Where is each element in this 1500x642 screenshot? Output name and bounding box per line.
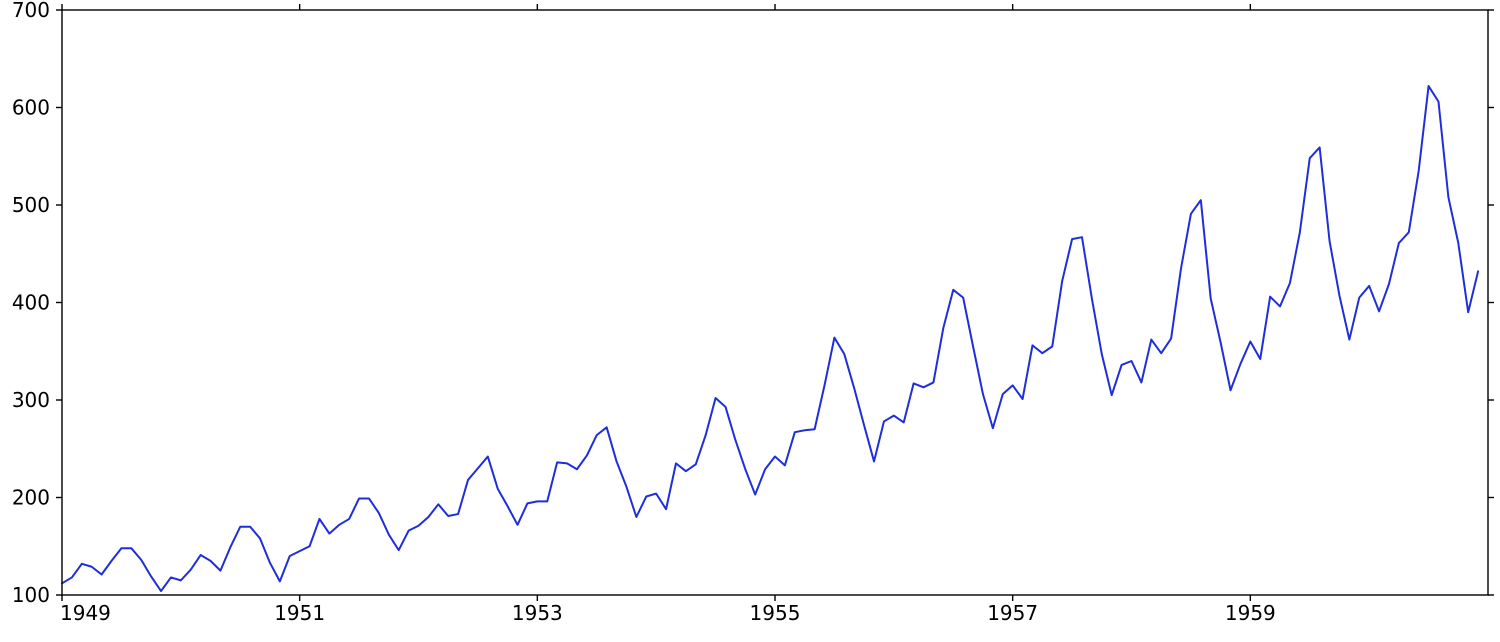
y-tick-label: 300 [12,388,50,412]
y-tick-label: 100 [12,583,50,607]
x-tick-label: 1957 [987,601,1038,625]
y-tick-label: 500 [12,193,50,217]
chart-svg: 1949 1951 1953 1955 1957 1959 100 200 300 400 500 6… [0,0,1500,642]
x-tick-label: 1959 [1225,601,1276,625]
x-tick-label: 1955 [750,601,801,625]
y-tick-label: 200 [12,486,50,510]
x-tick-label: 1951 [274,601,325,625]
y-tick-label: 700 [12,0,50,22]
y-tick-label: 600 [12,96,50,120]
x-tick-label: 1953 [512,601,563,625]
x-tick-label: 1949 [60,601,111,625]
line-chart: 1949 1951 1953 1955 1957 1959 100 200 300 400 500 6… [0,0,1500,642]
y-tick-label: 400 [12,291,50,315]
